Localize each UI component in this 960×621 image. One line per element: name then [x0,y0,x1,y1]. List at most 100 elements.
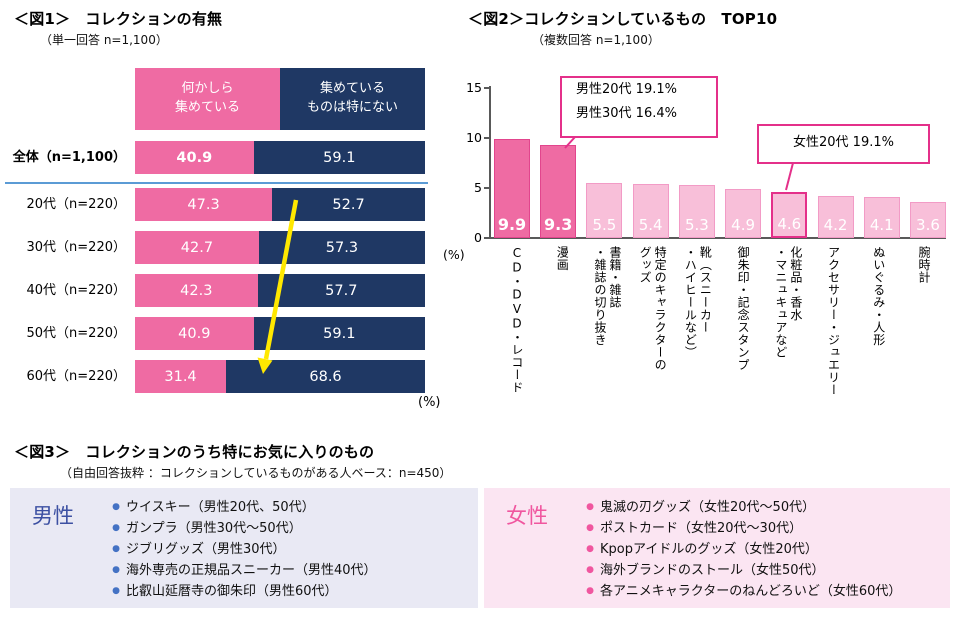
fig2-ytick-15: 15 [466,80,482,95]
fig2-category: 化粧品・香水 ・マニュキュアなど [773,246,803,359]
fig2-percent-unit: (%) [443,247,465,262]
fig2-bar-watch: 3.6 [909,202,946,238]
fig2-label-slot: 書籍・雑誌 ・雑誌の切り抜き [584,246,629,396]
fig2-bar-group: 9.9 9.3 5.5 5.4 5.3 4.9 4.6 4.2 4.1 3.6 [494,88,946,238]
fig1-separator-line [5,182,428,184]
fig2-ytick-5: 5 [474,180,482,195]
fig1-row-label: 20代（n=220） [26,197,127,212]
fig3-female-list: ● 鬼滅の刃グッズ（女性20代～50代） ● ポストカード（女性20代～30代） ●… [580,497,901,602]
fig2-label-slot: CD・DVD・レコード [494,246,539,396]
list-item: ● ジブリグッズ（男性30代） [106,539,377,560]
fig1-subtitle: （単一回答 n=1,100） [40,33,168,47]
fig1-bar-not-collecting: 59.1 [253,141,425,174]
fig2-label-slot: 漫画 [539,246,584,396]
fig1-bar-collecting: 40.9 [135,141,254,174]
fig1-row-label: 30代（n=220） [26,240,127,255]
fig2-bar-shoes: 5.3 [678,185,715,238]
fig2-bar-plush: 4.1 [863,197,900,238]
list-item-text: 海外専売の正規品スニーカー（男性40代） [126,563,377,578]
fig1-stacked-bar: 40.9 59.1 [135,141,425,174]
bullet-icon: ● [112,565,120,575]
fig2-category: ぬいぐるみ・人形 [871,246,886,346]
fig2-bar-value: 5.4 [638,216,663,234]
list-item-text: ガンプラ（男性30代～50代） [126,521,302,536]
list-item-text: ポストカード（女性20代～30代） [600,521,803,536]
fig1-title: ＜図1＞ コレクションの有無 [14,10,223,28]
fig1-bar-not-collecting: 57.7 [257,274,425,307]
fig2-category: アクセサリー・ジュエリー [826,246,841,396]
fig1-row-label: 40代（n=220） [26,283,127,298]
bullet-icon: ● [586,523,594,533]
fig1-row-label: 50代（n=220） [26,326,127,341]
fig1-legend-not-collecting: 集めている ものは特にない [280,68,425,130]
callout-line: 女性20代 19.1% [793,135,894,150]
fig1-row-30s: 30代（n=220） 42.7 57.3 [0,231,425,264]
list-item-text: 各アニメキャラクターのねんどろいど（女性60代） [600,584,902,599]
fig1-stacked-bar: 31.4 68.6 [135,360,425,393]
fig1-stacked-bar: 47.3 52.7 [135,188,425,221]
fig1-percent-unit: (%) [418,395,441,410]
fig1-row-total: 全体（n=1,100） 40.9 59.1 [0,141,425,174]
fig1-bar-collecting: 42.3 [135,274,258,307]
fig1-bar-not-collecting: 52.7 [272,188,425,221]
bullet-icon: ● [112,502,120,512]
fig1-stacked-bar: 42.7 57.3 [135,231,425,264]
fig2-category: 漫画 [555,246,570,271]
fig1-bar-collecting: 31.4 [135,360,227,393]
fig2-bar-value: 9.3 [544,215,573,234]
fig2-y-axis [489,86,491,238]
fig1-legend: 何かしら 集めている 集めている ものは特にない [135,68,425,130]
fig2-ytick-10: 10 [466,130,482,145]
bullet-icon: ● [586,565,594,575]
fig1-row-60s: 60代（n=220） 31.4 68.6 [0,360,425,393]
fig1-bar-not-collecting: 57.3 [258,231,425,264]
fig2-callout-female: 女性20代 19.1% [757,124,930,164]
fig1-row-label: 全体（n=1,100） [12,150,126,165]
bullet-icon: ● [586,502,594,512]
fig1-bar-collecting: 40.9 [135,317,254,350]
fig2-ytick-0: 0 [474,230,482,245]
fig3-subtitle: （自由回答抜粋 ：コレクションしているものがある人ベース：n=450） [60,466,452,480]
fig2-x-axis [489,237,946,239]
fig2-category: 御朱印・記念スタンプ [736,246,751,371]
fig1-bar-not-collecting: 59.1 [253,317,425,350]
fig2-bar-books: 5.5 [586,183,623,238]
list-item: ● ウイスキー（男性20代、50代） [106,497,377,518]
fig1-row-20s: 20代（n=220） 47.3 52.7 [0,188,425,221]
bullet-icon: ● [112,544,120,554]
fig1-row-50s: 50代（n=220） 40.9 59.1 [0,317,425,350]
fig2-category-labels: CD・DVD・レコード 漫画 書籍・雑誌 ・雑誌の切り抜き 特定のキャラクターの… [494,246,946,396]
fig3-male-label: 男性 [32,504,74,528]
fig2-label-slot: 腕時計 [901,246,946,396]
callout-line: 男性20代 19.1% [576,82,677,97]
fig1-stacked-bar: 40.9 59.1 [135,317,425,350]
fig2-category: CD・DVD・レコード [510,246,524,394]
list-item: ● 比叡山延暦寺の御朱印（男性60代） [106,581,377,602]
fig2-title: ＜図2＞コレクションしているもの TOP10 [468,10,778,28]
fig2-bar-cd-dvd: 9.9 [494,139,530,238]
list-item: ● 海外専売の正規品スニーカー（男性40代） [106,560,377,581]
bullet-icon: ● [586,544,594,554]
fig2-bar-value: 5.5 [592,216,617,234]
fig3-male-list: ● ウイスキー（男性20代、50代） ● ガンプラ（男性30代～50代） ● ジブリグ… [106,497,377,602]
list-item-text: ジブリグッズ（男性30代） [126,542,286,557]
list-item-text: ウイスキー（男性20代、50代） [126,500,315,515]
fig2-callout-male: 男性20代 19.1% 男性30代 16.4% [560,76,718,138]
fig2-label-slot: 御朱印・記念スタンプ [720,246,765,396]
fig3-female-label: 女性 [506,504,548,528]
fig2-bar-value: 9.9 [497,215,527,234]
fig2-bar-value: 4.1 [869,216,894,234]
fig2-tick-mark [484,87,490,89]
fig2-bar-value: 4.2 [823,216,848,234]
fig2-category: 特定のキャラクターの グッズ [638,246,668,371]
fig2-category: 書籍・雑誌 ・雑誌の切り抜き [592,246,622,346]
fig2-category: 腕時計 [916,246,931,284]
fig3-female-box: 女性 ● 鬼滅の刃グッズ（女性20代～50代） ● ポストカード（女性20代～30代… [484,488,950,608]
fig2-subtitle: （複数回答 n=1,100） [532,33,660,47]
fig2-bar-value: 4.9 [731,216,756,234]
list-item: ● 各アニメキャラクターのねんどろいど（女性60代） [580,581,901,602]
fig1-row-label: 60代（n=220） [26,369,127,384]
fig2-bar-accessories: 4.2 [817,196,854,238]
fig2-tick-mark [484,187,490,189]
